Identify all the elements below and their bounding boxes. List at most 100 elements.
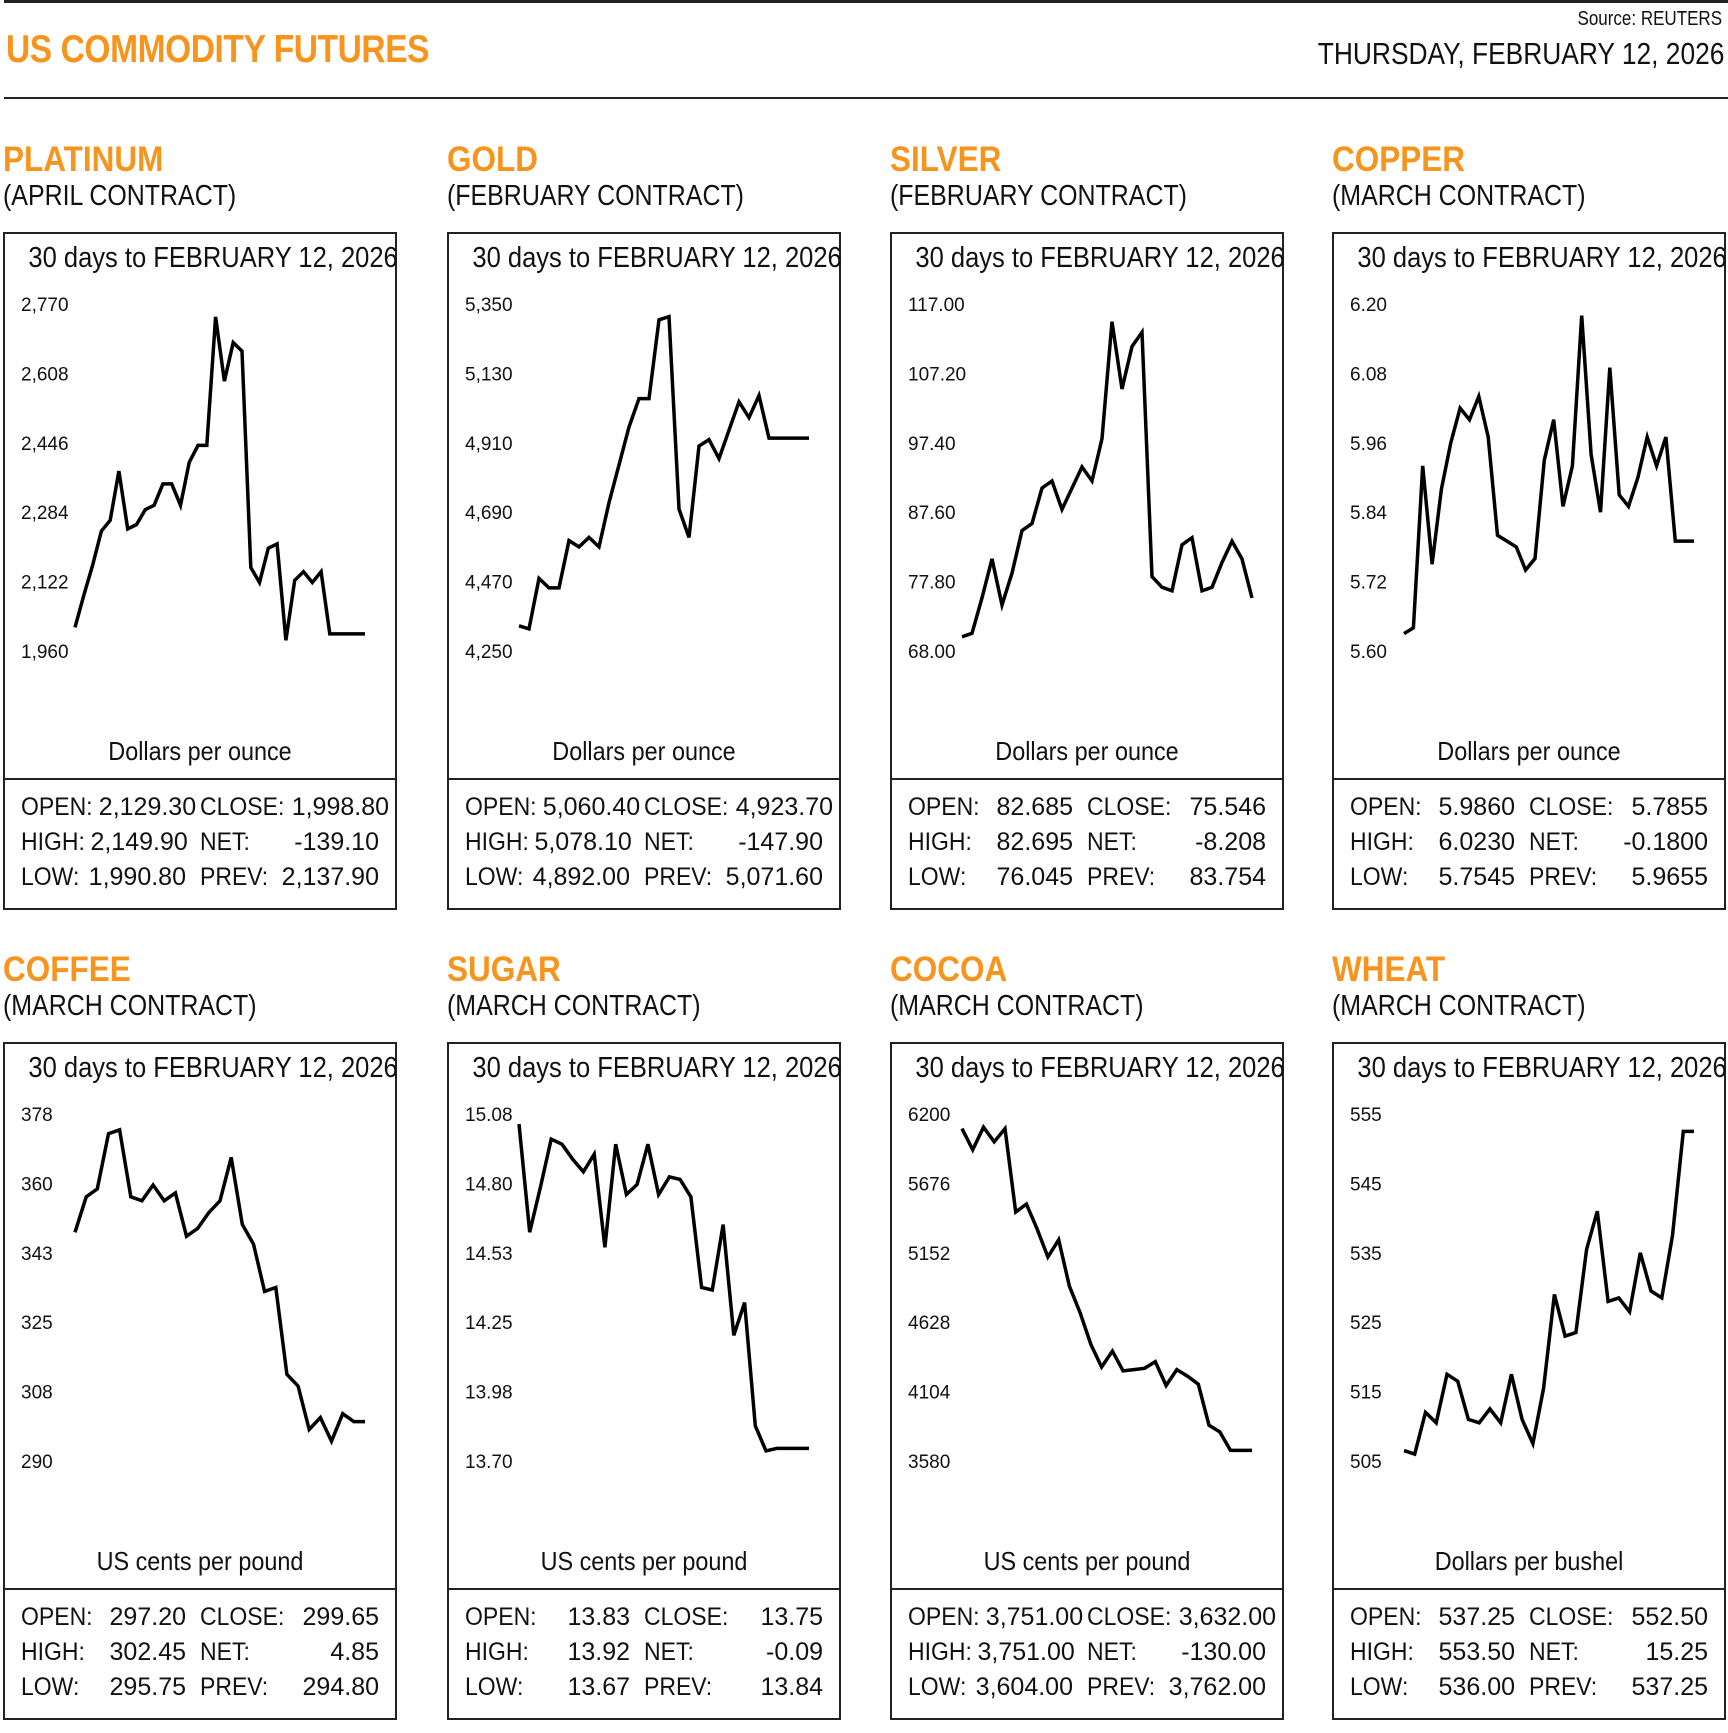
commodity-name: COCOA bbox=[890, 950, 1008, 989]
divider bbox=[892, 1588, 1282, 1590]
high-value: 82.695 bbox=[996, 828, 1073, 856]
line-chart-gold: 5,350 5,130 4,910 4,690 4,470 4,250 bbox=[465, 295, 809, 663]
prev-label: PREV: bbox=[1087, 863, 1156, 891]
stats-table: OPEN: 537.25 CLOSE: 552.50 HIGH: 553.50 NET… bbox=[1350, 1600, 1708, 1705]
y-tick-label: 5152 bbox=[908, 1244, 950, 1265]
open-value: 3,751.00 bbox=[985, 1603, 1084, 1631]
unit-label: US cents per pound bbox=[983, 1546, 1191, 1576]
close-label: CLOSE: bbox=[644, 793, 729, 821]
stats-row: LOW: 295.75 PREV: 294.80 bbox=[21, 1670, 379, 1705]
net-label: NET: bbox=[200, 1638, 250, 1666]
divider bbox=[1334, 1588, 1724, 1590]
top-rule bbox=[4, 0, 1728, 3]
open-value: 5,060.40 bbox=[542, 793, 641, 821]
contract-label: (MARCH CONTRACT) bbox=[1332, 990, 1586, 1022]
y-tick-label: 6200 bbox=[908, 1105, 950, 1126]
divider bbox=[892, 778, 1282, 780]
y-tick-label: 360 bbox=[21, 1174, 53, 1195]
low-label: LOW: bbox=[1350, 1673, 1409, 1701]
stats-row: OPEN: 537.25 CLOSE: 552.50 bbox=[1350, 1600, 1708, 1635]
high-label: HIGH: bbox=[21, 1638, 85, 1666]
chart-box: 30 days to FEBRUARY 12, 2026 2,770 2,608 2… bbox=[3, 232, 398, 910]
prev-value: 3,762.00 bbox=[1168, 1673, 1266, 1701]
open-value: 5.9860 bbox=[1438, 793, 1515, 821]
low-label: LOW: bbox=[465, 863, 524, 891]
y-tick-label: 14.25 bbox=[465, 1313, 513, 1334]
y-tick-label: 535 bbox=[1350, 1244, 1382, 1265]
unit-label: Dollars per ounce bbox=[552, 736, 736, 766]
open-value: 297.20 bbox=[109, 1603, 186, 1631]
net-label: NET: bbox=[644, 1638, 694, 1666]
y-tick-label: 555 bbox=[1350, 1105, 1382, 1126]
stats-row: LOW: 1,990.80 PREV: 2,137.90 bbox=[21, 860, 379, 895]
price-line bbox=[1403, 315, 1694, 636]
low-label: LOW: bbox=[1350, 863, 1409, 891]
y-tick-label: 107.20 bbox=[908, 364, 966, 385]
contract-label: (APRIL CONTRACT) bbox=[3, 180, 237, 212]
y-tick-label: 4,250 bbox=[465, 642, 513, 663]
close-label: CLOSE: bbox=[1087, 793, 1172, 821]
high-value: 13.92 bbox=[567, 1638, 630, 1666]
high-label: HIGH: bbox=[21, 828, 85, 856]
low-value: 3,604.00 bbox=[975, 1673, 1073, 1701]
price-line bbox=[1403, 1129, 1694, 1457]
divider bbox=[5, 1588, 395, 1590]
low-value: 76.045 bbox=[996, 863, 1073, 891]
prev-label: PREV: bbox=[644, 863, 713, 891]
low-value: 1,990.80 bbox=[88, 863, 186, 891]
y-tick-label: 545 bbox=[1350, 1174, 1382, 1195]
prev-label: PREV: bbox=[644, 1673, 713, 1701]
stats-row: HIGH: 5,078.10 NET: -147.90 bbox=[465, 825, 823, 860]
y-tick-label: 5.96 bbox=[1350, 434, 1387, 455]
commodity-name: COFFEE bbox=[3, 950, 131, 989]
open-value: 13.83 bbox=[567, 1603, 630, 1631]
y-tick-label: 290 bbox=[21, 1452, 53, 1473]
net-value: -147.90 bbox=[738, 828, 823, 856]
close-value: 552.50 bbox=[1631, 1603, 1708, 1631]
low-label: LOW: bbox=[908, 1673, 967, 1701]
y-tick-label: 525 bbox=[1350, 1313, 1382, 1334]
close-value: 13.75 bbox=[760, 1603, 823, 1631]
divider bbox=[449, 778, 839, 780]
y-tick-label: 5676 bbox=[908, 1174, 950, 1195]
line-chart-cocoa: 6200 5676 5152 4628 4104 3580 bbox=[908, 1105, 1252, 1473]
stats-table: OPEN: 3,751.00 CLOSE: 3,632.00 HIGH: 3,751.… bbox=[908, 1600, 1276, 1705]
close-label: CLOSE: bbox=[644, 1603, 729, 1631]
close-value: 3,632.00 bbox=[1178, 1603, 1277, 1631]
source-label: Source: REUTERS bbox=[1577, 8, 1722, 30]
chart-period: 30 days to FEBRUARY 12, 2026 bbox=[28, 242, 398, 274]
close-label: CLOSE: bbox=[200, 793, 285, 821]
close-label: CLOSE: bbox=[1529, 793, 1614, 821]
chart-box: 30 days to FEBRUARY 12, 2026 117.00 107.2… bbox=[890, 232, 1285, 910]
net-value: 4.85 bbox=[330, 1638, 379, 1666]
line-chart-silver: 117.00 107.20 97.40 87.60 77.80 68.00 bbox=[908, 295, 1254, 663]
low-label: LOW: bbox=[21, 1673, 80, 1701]
y-tick-label: 4628 bbox=[908, 1313, 950, 1334]
low-label: LOW: bbox=[21, 863, 80, 891]
net-value: -0.09 bbox=[766, 1638, 823, 1666]
high-value: 2,149.90 bbox=[90, 828, 188, 856]
commodity-name: SUGAR bbox=[447, 950, 561, 989]
unit-label: US cents per pound bbox=[96, 1546, 304, 1576]
y-tick-label: 6.20 bbox=[1350, 295, 1387, 316]
high-label: HIGH: bbox=[1350, 1638, 1414, 1666]
unit-label: Dollars per bushel bbox=[1434, 1546, 1624, 1576]
net-value: -139.10 bbox=[294, 828, 379, 856]
y-tick-label: 6.08 bbox=[1350, 364, 1387, 385]
y-tick-label: 4,910 bbox=[465, 434, 513, 455]
net-label: NET: bbox=[644, 828, 694, 856]
stats-table: OPEN: 13.83 CLOSE: 13.75 HIGH: 13.92 NET: -0… bbox=[465, 1600, 823, 1705]
y-tick-label: 5,130 bbox=[465, 364, 513, 385]
low-value: 5.7545 bbox=[1438, 863, 1515, 891]
prev-value: 537.25 bbox=[1631, 1673, 1708, 1701]
open-label: OPEN: bbox=[1350, 793, 1422, 821]
y-tick-label: 5,350 bbox=[465, 295, 513, 316]
chart-period: 30 days to FEBRUARY 12, 2026 bbox=[915, 242, 1285, 274]
y-tick-label: 515 bbox=[1350, 1383, 1382, 1404]
stats-row: HIGH: 3,751.00 NET: -130.00 bbox=[908, 1635, 1266, 1670]
unit-label: Dollars per ounce bbox=[108, 736, 292, 766]
price-line bbox=[518, 314, 809, 632]
high-value: 553.50 bbox=[1438, 1638, 1515, 1666]
chart-period: 30 days to FEBRUARY 12, 2026 bbox=[1357, 1052, 1727, 1084]
unit-label: Dollars per ounce bbox=[995, 736, 1179, 766]
